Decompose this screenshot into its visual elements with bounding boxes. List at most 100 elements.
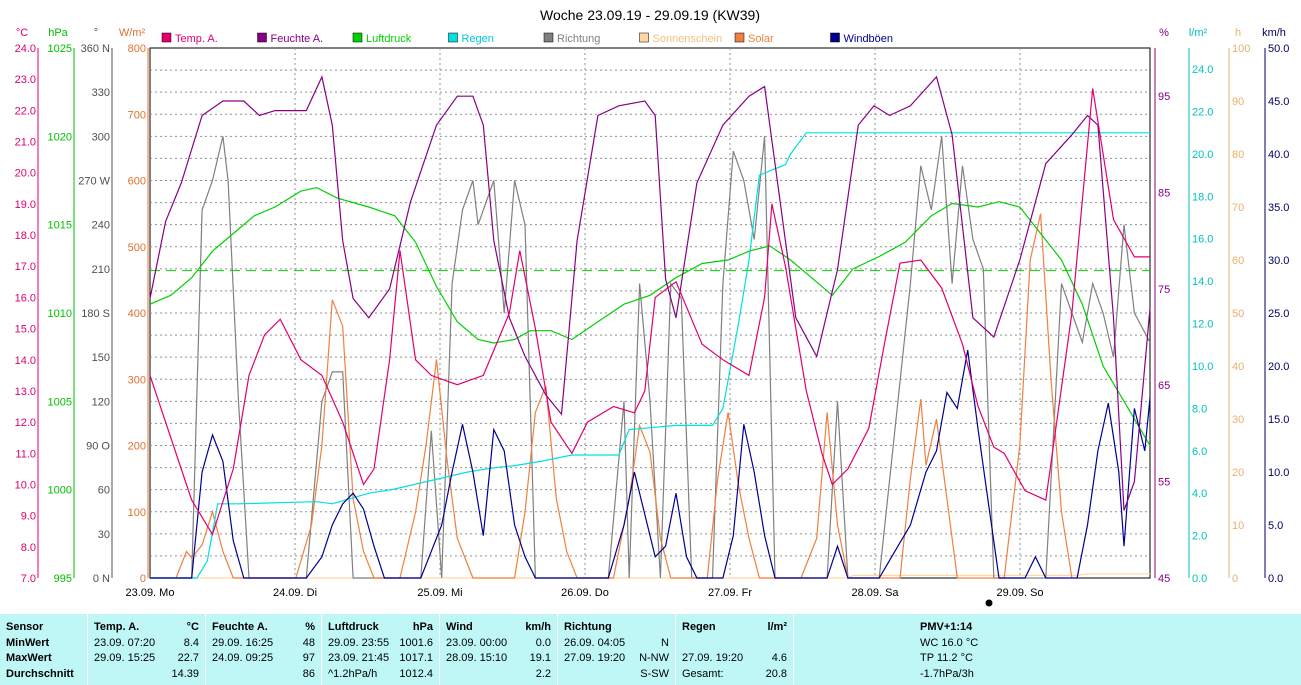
stats-hum-r2a: 24.09. 09:25 — [212, 652, 274, 664]
stats-press-h: Luftdruck — [328, 621, 379, 633]
stats-rain-r3a: Gesamt: — [682, 668, 724, 680]
stats-wind-h: Wind — [446, 621, 473, 633]
stats-col-temp: Temp. A. °C 23.09. 07:20 8.4 29.09. 15:25 22.… — [88, 614, 206, 685]
legend-swatch — [639, 32, 649, 43]
stats-hum-h: Feuchte A. — [212, 621, 268, 633]
stats-sensor-header: Sensor — [6, 621, 44, 633]
right-axis-tick: 100 — [1232, 43, 1250, 55]
stats-col-rain: Regen l/m² 27.09. 19:20 4.6 Gesamt: 20.8 — [676, 614, 794, 685]
chart-grid — [149, 47, 1151, 579]
stats-temp-h: Temp. A. — [94, 621, 140, 633]
right-axis-tick: 85 — [1158, 187, 1170, 199]
chart-series — [149, 75, 1151, 579]
left-axis-unit: W/m² — [119, 27, 146, 39]
legend-swatch — [734, 32, 745, 43]
chart-axes: 23.09. Mo 24.09. Di 25.09. Mi 26.09. Do 27.0… — [15, 27, 1289, 608]
right-axis-tick: 10.0 — [1268, 467, 1289, 479]
right-axis-tick: 40 — [1232, 361, 1244, 373]
right-axis-tick: 5.0 — [1268, 520, 1283, 532]
legend-swatch — [257, 32, 267, 43]
right-axis-tick: 8.0 — [1192, 403, 1207, 415]
stats-temp-r2a: 29.09. 15:25 — [94, 652, 156, 664]
stats-col-wind: Wind km/h 23.09. 00:00 0.0 28.09. 15:10 19.1 2… — [440, 614, 558, 685]
right-axis-tick: 14.0 — [1192, 276, 1213, 288]
right-axis-tick: 0.0 — [1192, 573, 1207, 585]
left-axis-tick: 995 — [54, 573, 72, 585]
stats-temp-r1a: 23.09. 07:20 — [94, 637, 156, 649]
series-regen — [150, 132, 1150, 579]
stats-wind-r1b: 0.0 — [535, 637, 551, 649]
left-axis-tick: 15.0 — [15, 324, 36, 336]
right-axis-tick: 2.0 — [1192, 531, 1207, 543]
right-axis-tick: 20 — [1232, 467, 1244, 479]
legend-swatch — [543, 32, 554, 43]
left-axis-tick: 330 — [92, 87, 110, 99]
right-axis-tick: 40.0 — [1268, 149, 1289, 161]
series-solar — [175, 213, 1073, 579]
left-axis-tick: 0 N — [93, 573, 110, 585]
series-windböen — [150, 349, 1151, 579]
stats-pmv-l3: -1.7hPa/3h — [920, 668, 974, 680]
right-axis-tick: 75 — [1158, 284, 1170, 296]
stats-temp-unit: °C — [186, 621, 199, 633]
right-axis-tick: 6.0 — [1192, 446, 1207, 458]
right-axis-tick: 65 — [1158, 380, 1170, 392]
legend-entry: Richtung — [557, 33, 600, 45]
left-axis-tick: 1000 — [48, 485, 72, 497]
right-axis-tick: 70 — [1232, 202, 1244, 214]
stats-row-max: MaxWert — [6, 652, 52, 664]
stats-press-r3b: 1012.4 — [399, 668, 433, 680]
day-label: 26.09. Do — [561, 587, 609, 599]
stats-pmv-l1: WC 16.0 °C — [920, 637, 979, 649]
stats-wind-unit: km/h — [525, 621, 551, 633]
left-axis-tick: 9.0 — [21, 511, 36, 523]
stats-press-r1b: 1001.6 — [399, 637, 433, 649]
left-axis-tick: 500 — [128, 242, 146, 254]
stats-col-sensor: Sensor MinWert MaxWert Durchschnitt — [0, 614, 88, 685]
stats-pmv-l2: TP 11.2 °C — [920, 652, 973, 664]
stats-wind-r1a: 23.09. 00:00 — [446, 637, 508, 649]
stats-temp-r3b: 14.39 — [171, 668, 199, 680]
left-axis-tick: 23.0 — [15, 74, 36, 86]
stats-press-r2a: 23.09. 21:45 — [328, 652, 390, 664]
left-axis-tick: 14.0 — [15, 355, 36, 367]
right-axis-tick: 10.0 — [1192, 361, 1213, 373]
right-axis-tick: 45.0 — [1268, 96, 1289, 108]
stats-dir-r1a: 26.09. 04:05 — [564, 637, 626, 649]
stats-row-avg: Durchschnitt — [6, 668, 74, 680]
left-axis-tick: 11.0 — [15, 448, 36, 460]
left-axis-tick: 600 — [128, 176, 146, 188]
right-axis-tick: 30.0 — [1268, 255, 1289, 267]
left-axis-tick: 16.0 — [15, 292, 36, 304]
left-axis-tick: 7.0 — [21, 573, 36, 585]
stats-col-hum: Feuchte A.% 29.09. 16:25 48 24.09. 09:25 97 8… — [206, 614, 322, 685]
legend-entry: Luftdruck — [366, 33, 412, 45]
stats-col-pmv: PMV+1:14 WC 16.0 °C TP 11.2 °C -1.7hPa/3h — [794, 614, 1301, 685]
stats-wind-r2a: 28.09. 15:10 — [446, 652, 508, 664]
right-axis-tick: 90 — [1232, 96, 1244, 108]
stats-col-press: Luftdruck hPa 29.09. 23:55 1001.6 23.09. 21:… — [322, 614, 440, 685]
left-axis-unit: hPa — [48, 27, 68, 39]
left-axis-unit: °C — [16, 27, 28, 39]
stats-temp-r2b: 22.7 — [177, 652, 199, 664]
stats-dir-r1b: N — [661, 637, 669, 649]
left-axis-tick: 150 — [92, 352, 110, 364]
right-axis-tick: 50 — [1232, 308, 1244, 320]
left-axis-tick: 400 — [128, 308, 146, 320]
right-axis-tick: 55 — [1158, 477, 1170, 489]
legend-swatch — [352, 32, 363, 43]
chart-legend: Temp. A. Feuchte A. Luftdruck Regen Richtung… — [161, 32, 893, 45]
left-axis-tick: 120 — [92, 396, 110, 408]
stats-rain-unit: l/m² — [767, 621, 787, 633]
right-axis-tick: 4.0 — [1192, 488, 1207, 500]
series-sonnenschein — [150, 573, 1150, 579]
left-axis-tick: 700 — [128, 109, 146, 121]
stats-dir-r3b: S-SW — [640, 668, 669, 680]
left-axis-tick: 12.0 — [15, 417, 36, 429]
legend-swatch — [161, 32, 172, 43]
left-axis-tick: 30 — [98, 529, 110, 541]
stats-rain-h: Regen — [682, 621, 716, 633]
right-axis-tick: 35.0 — [1268, 202, 1289, 214]
right-axis-tick: 50.0 — [1268, 43, 1289, 55]
left-axis-tick: 270 W — [78, 176, 110, 188]
